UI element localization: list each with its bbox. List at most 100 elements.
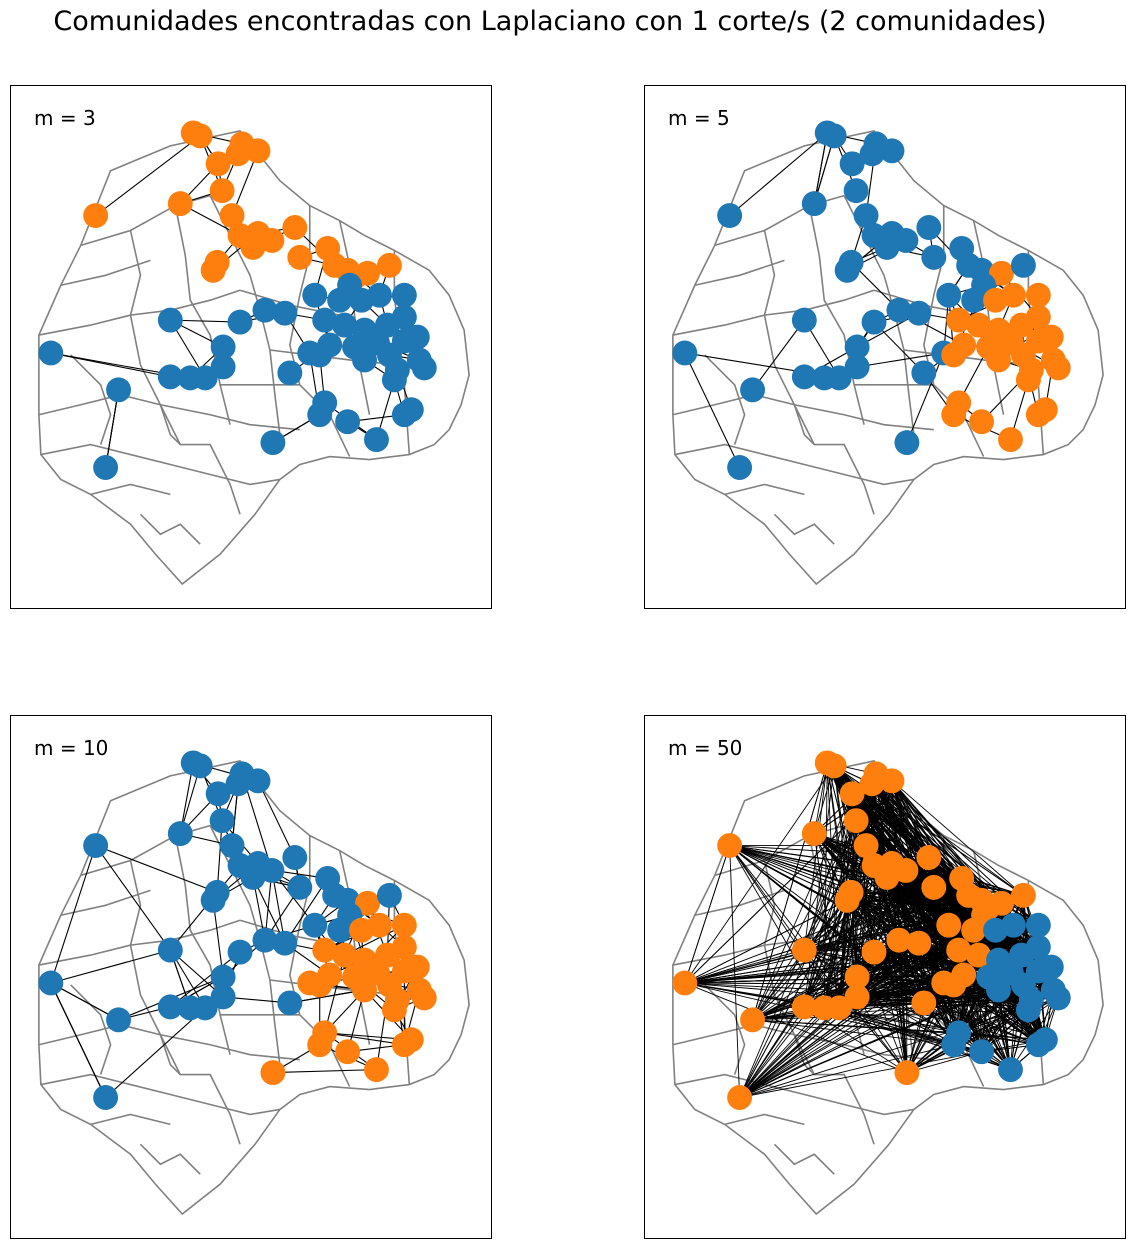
node-blue-community: [1025, 934, 1051, 960]
node-blue-community: [411, 355, 437, 381]
graph-nodes: [672, 120, 1071, 480]
graph-edge: [804, 951, 875, 1008]
node-blue-community: [83, 833, 109, 858]
node-orange-community: [717, 833, 743, 858]
node-orange-community: [367, 912, 392, 938]
city-outline: [672, 130, 1104, 586]
city-outline: [38, 130, 470, 586]
node-orange-community: [941, 342, 967, 368]
node-blue-community: [1010, 252, 1036, 278]
node-blue-community: [259, 857, 285, 883]
node-blue-community: [727, 455, 753, 480]
district-boundary: [714, 194, 845, 247]
node-blue-community: [1045, 985, 1071, 1011]
graph-edge: [105, 389, 120, 468]
graph-edge: [871, 783, 908, 1073]
subplot-m50: m = 50: [644, 715, 1126, 1239]
node-blue-community: [826, 365, 852, 391]
district-boundary: [793, 1034, 875, 1145]
graph-edge: [905, 870, 983, 1052]
graph-edge: [875, 773, 908, 1073]
node-blue-community: [894, 430, 920, 456]
graph-edge: [739, 1039, 1046, 1098]
node-blue-community: [252, 297, 278, 323]
district-boundary: [40, 1073, 281, 1116]
district-boundary: [38, 919, 241, 966]
node-blue-community: [961, 287, 987, 313]
graph-edge: [813, 833, 1046, 1041]
node-blue-community: [327, 287, 353, 313]
node-orange-community: [861, 939, 887, 965]
node-blue-community: [282, 845, 308, 870]
node-orange-community: [398, 1027, 424, 1053]
graph-edge: [891, 780, 908, 1073]
graph-edge: [324, 1032, 405, 1046]
graph-edge: [684, 982, 1039, 1046]
district-boundary: [70, 354, 112, 445]
panel-label: m = 3: [34, 106, 96, 130]
node-orange-community: [200, 257, 226, 283]
node-orange-community: [1018, 357, 1044, 383]
node-orange-community: [936, 912, 962, 938]
node-blue-community: [391, 304, 417, 330]
district-boundary: [60, 259, 151, 287]
node-orange-community: [906, 930, 932, 956]
node-blue-community: [911, 360, 937, 386]
node-orange-community: [791, 937, 817, 963]
node-blue-community: [307, 402, 333, 428]
graph-edge: [963, 974, 1039, 1046]
node-orange-community: [260, 1060, 286, 1086]
graph-edge: [998, 989, 1011, 1070]
district-boundary: [674, 443, 915, 486]
district-boundary: [808, 205, 865, 425]
node-orange-community: [352, 977, 377, 1003]
node-blue-community: [916, 215, 942, 240]
node-orange-community: [376, 252, 402, 278]
graph-edge: [803, 762, 828, 951]
graph-nodes: [38, 120, 437, 480]
district-boundary: [672, 393, 934, 431]
graph-edge: [729, 845, 741, 1098]
node-orange-community: [844, 984, 870, 1010]
node-orange-community: [209, 178, 235, 204]
graph-edge: [752, 949, 805, 1021]
node-orange-community: [391, 934, 417, 960]
graph-edge: [739, 997, 1059, 1098]
district-boundary: [174, 835, 231, 1055]
node-blue-community: [302, 912, 328, 938]
node-blue-community: [210, 964, 236, 990]
node-blue-community: [844, 354, 870, 380]
node-orange-community: [834, 887, 860, 913]
graph-edge: [871, 783, 1046, 1040]
node-blue-community: [969, 1039, 995, 1065]
node-orange-community: [411, 985, 437, 1011]
network-map-svg: [38, 750, 470, 1216]
district-boundary: [60, 889, 151, 917]
city-outline: [38, 760, 470, 1216]
node-orange-community: [989, 260, 1014, 286]
node-blue-community: [717, 203, 743, 228]
district-boundary: [80, 194, 211, 247]
node-blue-community: [240, 864, 266, 890]
graph-edge: [826, 762, 858, 997]
graph-edge: [729, 845, 840, 1009]
graph-edge: [729, 132, 828, 216]
node-orange-community: [801, 821, 827, 847]
graph-edge: [891, 780, 1024, 896]
district-boundary: [338, 850, 371, 1045]
node-orange-community: [989, 890, 1014, 916]
node-blue-community: [352, 347, 377, 373]
district-boundary: [694, 889, 785, 917]
district-boundary: [80, 824, 211, 877]
node-blue-community: [227, 309, 253, 335]
node-orange-community: [282, 215, 308, 240]
network-map-svg: [38, 120, 470, 586]
graph-nodes: [38, 750, 437, 1110]
graph-edge: [50, 845, 97, 984]
node-orange-community: [727, 1085, 753, 1110]
node-blue-community: [801, 191, 827, 217]
node-orange-community: [307, 972, 333, 998]
graph-edge: [856, 996, 908, 1073]
node-orange-community: [894, 1060, 920, 1086]
node-orange-community: [853, 833, 879, 858]
